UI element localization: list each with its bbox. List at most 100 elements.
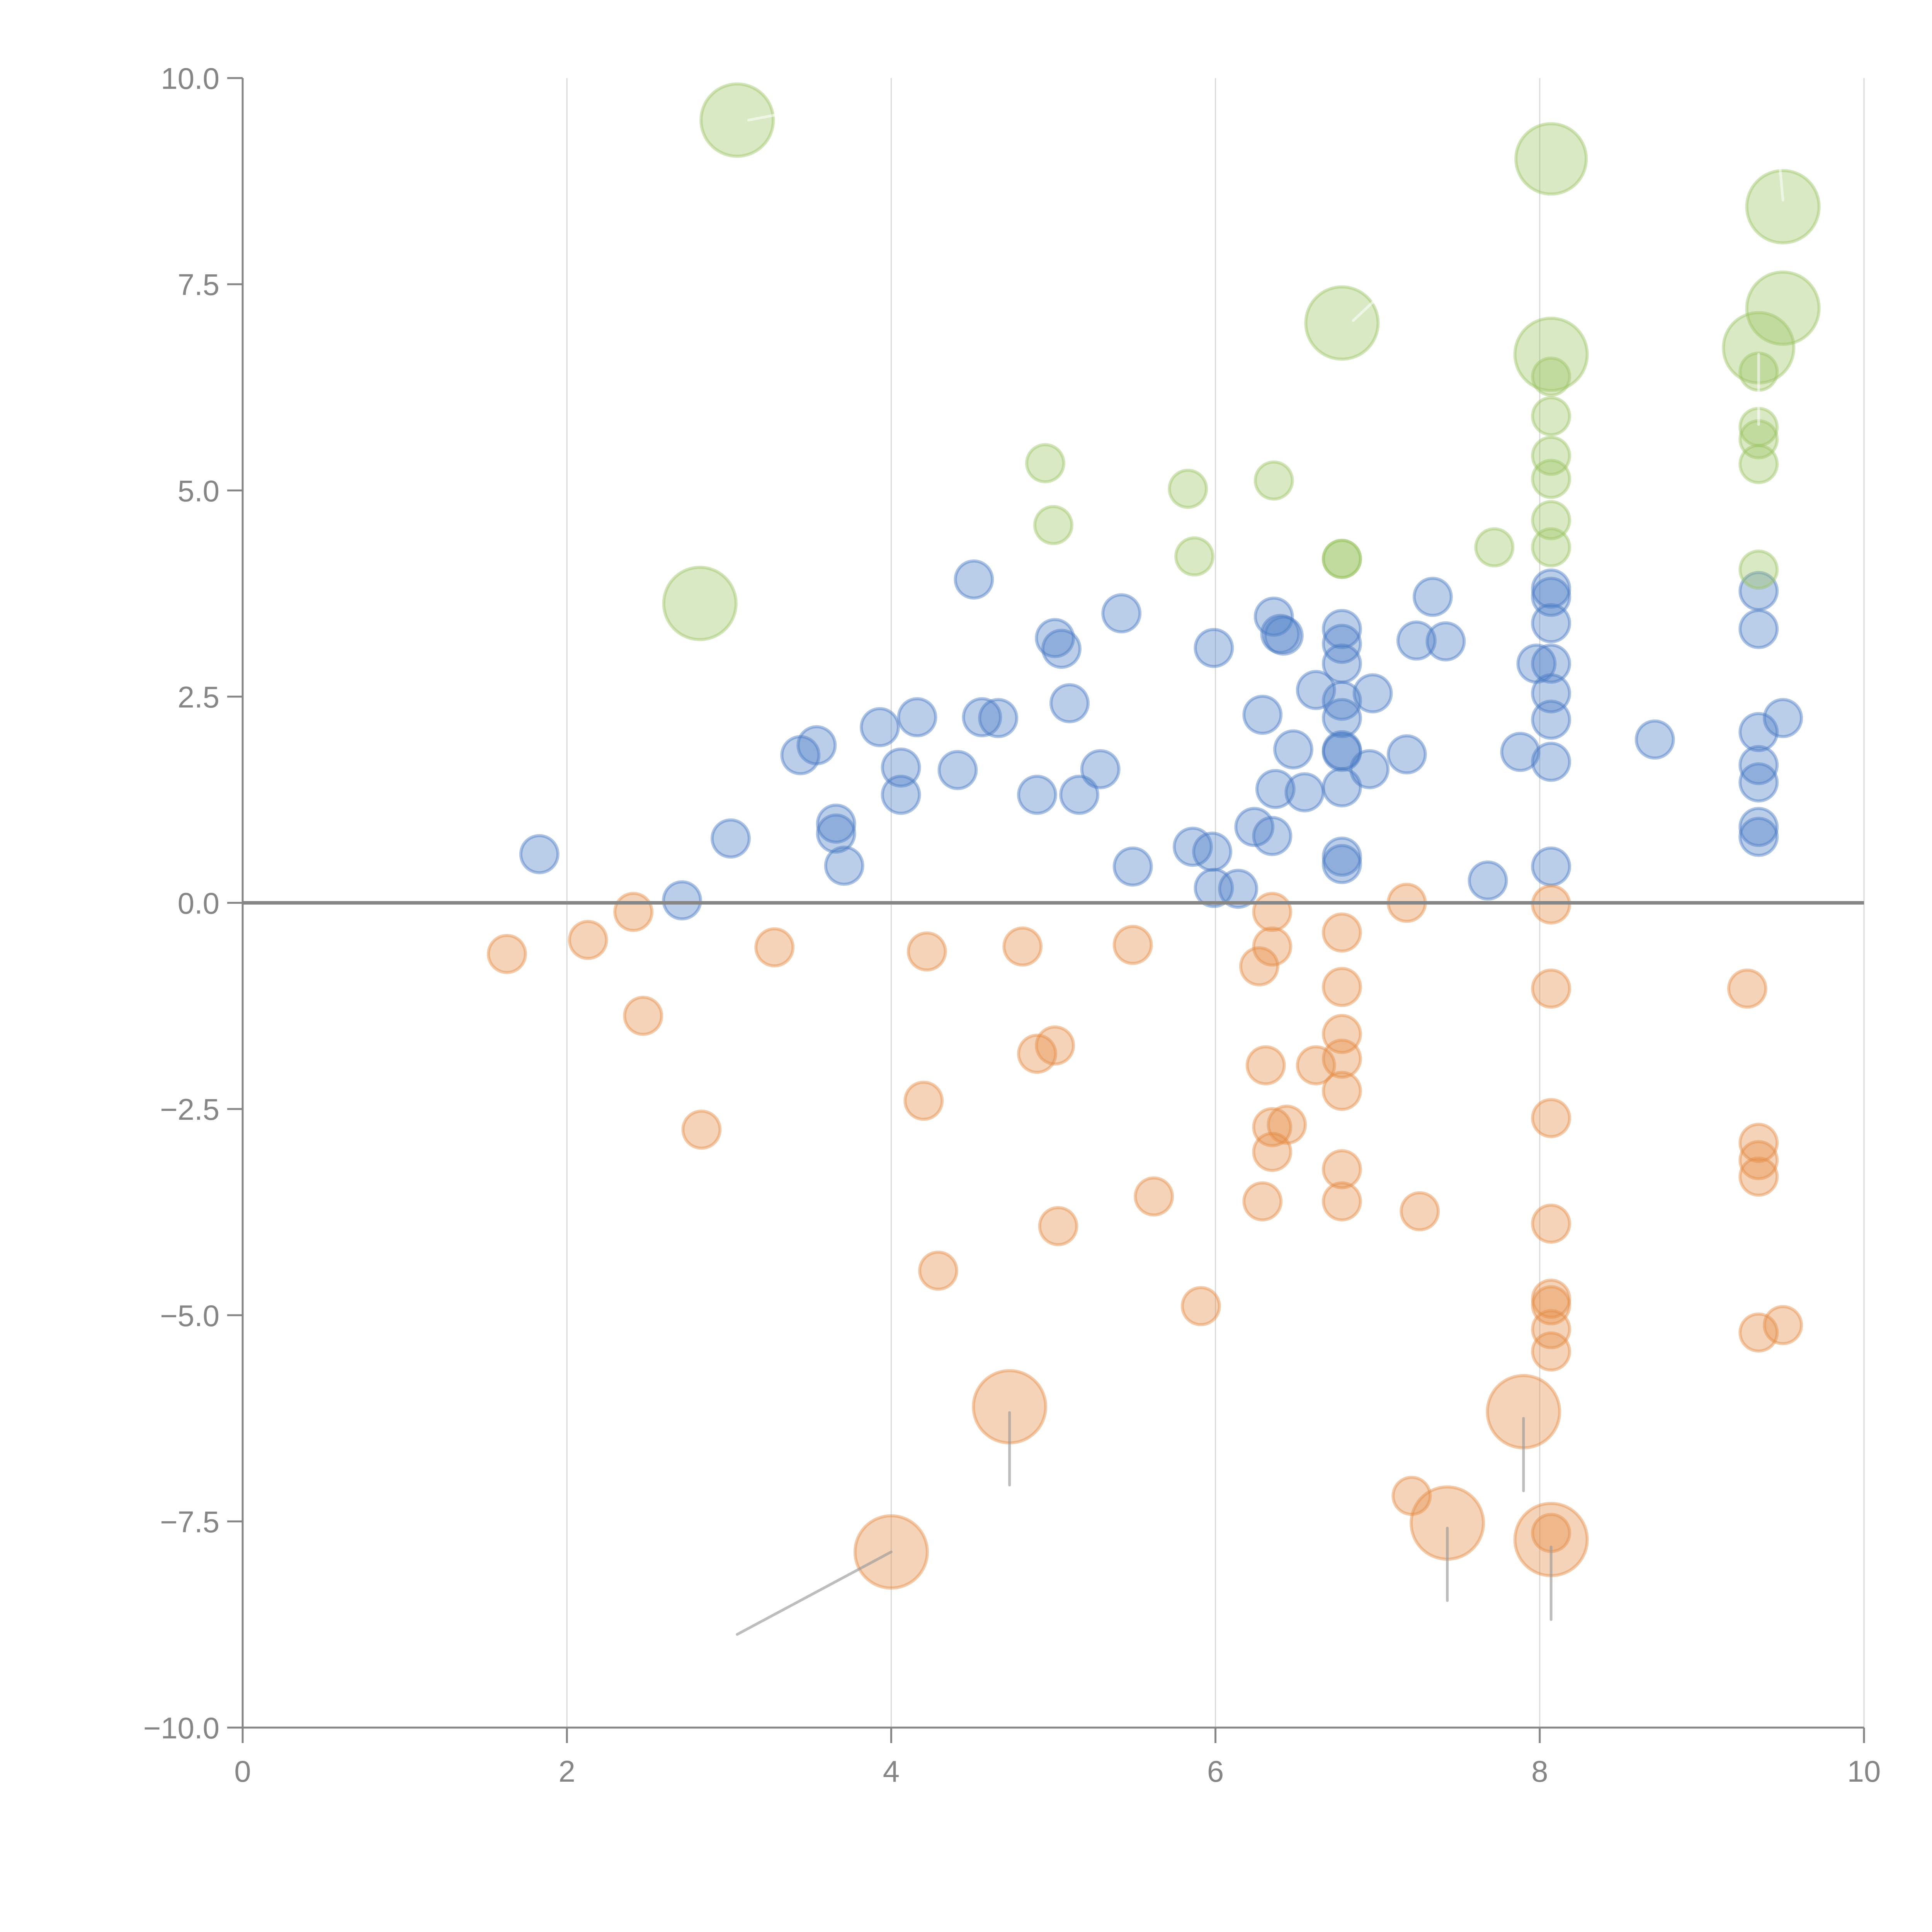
bubble-blue[interactable]	[1321, 844, 1362, 884]
bubble-blue[interactable]	[1531, 643, 1571, 684]
bubble-orange[interactable]	[1321, 967, 1362, 1007]
bubble-green[interactable]	[1474, 527, 1515, 568]
bubble-blue[interactable]	[860, 707, 900, 747]
bubble-blue[interactable]	[1321, 624, 1362, 664]
bubble-blue[interactable]	[1260, 614, 1301, 654]
bubble-green[interactable]	[1531, 500, 1571, 541]
bubble-blue[interactable]	[1349, 749, 1390, 789]
bubble-blue[interactable]	[1035, 618, 1075, 658]
bubble-orange[interactable]	[1321, 1071, 1362, 1111]
bubble-blue[interactable]	[1194, 628, 1234, 668]
bubble-blue[interactable]	[1531, 846, 1571, 887]
bubble-blue[interactable]	[1252, 816, 1293, 856]
bubble-blue[interactable]	[519, 834, 560, 874]
bubble-green[interactable]	[1174, 536, 1215, 577]
bubble-orange[interactable]	[1180, 1286, 1221, 1327]
bubble-orange[interactable]	[1321, 1038, 1362, 1079]
bubble-blue[interactable]	[962, 697, 1002, 738]
bubble-blue[interactable]	[816, 803, 856, 844]
bubble-blue[interactable]	[1172, 827, 1213, 867]
bubble-green[interactable]	[1304, 285, 1380, 361]
bubble-blue[interactable]	[824, 845, 864, 886]
bubble-blue[interactable]	[1234, 807, 1275, 847]
bubble-orange[interactable]	[1738, 1312, 1779, 1353]
bubble-orange[interactable]	[1763, 1305, 1803, 1345]
bubble-blue[interactable]	[1041, 629, 1082, 669]
bubble-blue[interactable]	[954, 559, 994, 600]
bubble-green[interactable]	[1514, 122, 1588, 196]
bubble-blue[interactable]	[1218, 869, 1259, 909]
bubble-blue[interactable]	[1738, 712, 1779, 752]
bubble-blue[interactable]	[1321, 643, 1362, 684]
bubble-green[interactable]	[1168, 468, 1208, 509]
bubble-orange[interactable]	[1531, 1203, 1571, 1244]
bubble-orange[interactable]	[1738, 1122, 1779, 1163]
bubble-orange[interactable]	[1321, 1149, 1362, 1189]
bubble-blue[interactable]	[1321, 730, 1362, 770]
bubble-blue[interactable]	[1738, 609, 1779, 649]
bubble-blue[interactable]	[1738, 816, 1779, 857]
bubble-blue[interactable]	[1531, 568, 1571, 609]
bubble-orange[interactable]	[1252, 926, 1293, 967]
bubble-green[interactable]	[1531, 435, 1571, 476]
bubble-blue[interactable]	[1284, 772, 1325, 813]
bubble-blue[interactable]	[662, 880, 702, 921]
bubble-orange[interactable]	[1531, 968, 1571, 1009]
bubble-blue[interactable]	[1352, 673, 1393, 714]
bubble-blue[interactable]	[1531, 603, 1571, 643]
bubble-blue[interactable]	[1738, 762, 1779, 803]
bubble-blue[interactable]	[978, 698, 1019, 738]
bubble-orange[interactable]	[1738, 1156, 1779, 1197]
bubble-orange[interactable]	[1727, 968, 1767, 1009]
bubble-green[interactable]	[1033, 505, 1073, 545]
bubble-orange[interactable]	[623, 995, 663, 1036]
bubble-orange[interactable]	[1321, 1181, 1362, 1222]
bubble-blue[interactable]	[780, 735, 821, 776]
bubble-blue[interactable]	[1255, 769, 1296, 809]
bubble-blue[interactable]	[1321, 609, 1362, 649]
bubble-blue[interactable]	[1321, 680, 1362, 721]
bubble-orange[interactable]	[903, 1080, 944, 1121]
bubble-blue[interactable]	[1059, 774, 1100, 815]
bubble-blue[interactable]	[1516, 643, 1557, 684]
bubble-blue[interactable]	[1101, 593, 1142, 634]
bubble-orange[interactable]	[1252, 891, 1293, 932]
bubble-green[interactable]	[699, 82, 775, 158]
bubble-blue[interactable]	[1738, 571, 1779, 611]
bubble-green[interactable]	[1738, 549, 1779, 590]
bubble-blue[interactable]	[1738, 745, 1779, 786]
bubble-blue[interactable]	[1242, 694, 1283, 735]
bubble-blue[interactable]	[1253, 596, 1294, 637]
bubble-blue[interactable]	[881, 747, 921, 788]
bubble-blue[interactable]	[937, 750, 978, 790]
bubble-blue[interactable]	[816, 813, 856, 854]
bubble-blue[interactable]	[1500, 731, 1541, 772]
bubble-orange[interactable]	[1252, 1107, 1293, 1148]
bubble-orange[interactable]	[1245, 1045, 1286, 1085]
bubble-blue[interactable]	[1080, 749, 1121, 789]
bubble-orange[interactable]	[1252, 1132, 1293, 1172]
bubble-orange[interactable]	[1134, 1176, 1174, 1217]
bubble-orange[interactable]	[1242, 1181, 1283, 1222]
bubble-orange[interactable]	[906, 931, 947, 972]
bubble-orange[interactable]	[1531, 1098, 1571, 1138]
bubble-orange[interactable]	[1531, 1331, 1571, 1372]
bubble-green[interactable]	[1745, 270, 1821, 346]
bubble-blue[interactable]	[1273, 729, 1314, 770]
bubble-green[interactable]	[1253, 460, 1294, 501]
bubble-green[interactable]	[1321, 539, 1362, 579]
bubble-orange[interactable]	[1321, 1014, 1362, 1054]
bubble-orange[interactable]	[486, 934, 527, 974]
bubble-blue[interactable]	[1396, 620, 1437, 661]
bubble-green[interactable]	[1531, 459, 1571, 499]
bubble-blue[interactable]	[1531, 577, 1571, 617]
bubble-blue[interactable]	[1192, 832, 1233, 872]
bubble-orange[interactable]	[1531, 1309, 1571, 1350]
bubble-orange[interactable]	[918, 1250, 959, 1291]
bubble-green[interactable]	[1531, 527, 1571, 568]
bubble-orange[interactable]	[568, 920, 608, 960]
bubble-orange[interactable]	[1239, 946, 1279, 986]
bubble-blue[interactable]	[1634, 719, 1675, 760]
bubble-green[interactable]	[1531, 356, 1571, 397]
bubble-blue[interactable]	[1017, 774, 1058, 815]
